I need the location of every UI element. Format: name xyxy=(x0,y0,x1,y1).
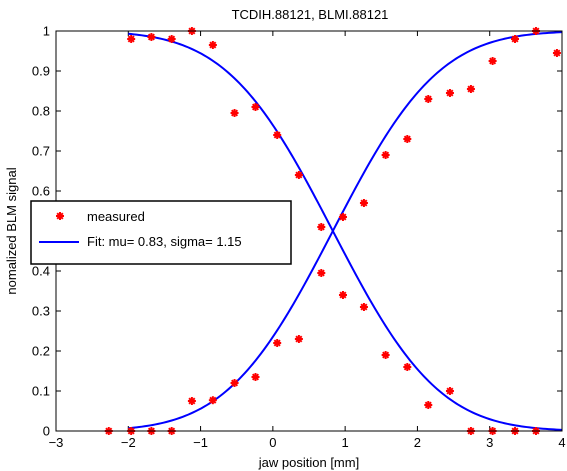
data-point xyxy=(209,396,217,404)
y-tick-label: 1 xyxy=(43,24,50,39)
legend: measured Fit: mu= 0.83, sigma= 1.15 xyxy=(31,201,291,264)
data-point xyxy=(382,151,390,159)
data-point xyxy=(295,171,303,179)
x-axis-label: jaw position [mm] xyxy=(258,455,359,470)
data-point xyxy=(553,49,561,57)
data-point xyxy=(339,291,347,299)
y-tick-label: 0.3 xyxy=(32,304,50,319)
data-point xyxy=(273,339,281,347)
y-tick-label: 0.4 xyxy=(32,264,50,279)
data-point xyxy=(317,269,325,277)
data-point xyxy=(446,89,454,97)
data-point xyxy=(231,109,239,117)
x-tick-label: −1 xyxy=(193,435,208,450)
x-tick-label: 0 xyxy=(269,435,276,450)
data-point xyxy=(424,95,432,103)
x-tick-label: −2 xyxy=(121,435,136,450)
x-tick-label: 2 xyxy=(414,435,421,450)
data-point xyxy=(360,303,368,311)
data-point xyxy=(317,223,325,231)
data-point xyxy=(127,35,135,43)
legend-box xyxy=(31,201,291,264)
data-point xyxy=(403,363,411,371)
data-point xyxy=(252,103,260,111)
data-point xyxy=(339,213,347,221)
legend-marker-star xyxy=(56,212,64,220)
legend-label-fit: Fit: mu= 0.83, sigma= 1.15 xyxy=(87,234,242,249)
data-point xyxy=(252,373,260,381)
x-tick-label: −3 xyxy=(49,435,64,450)
data-point xyxy=(231,379,239,387)
x-tick-label: 1 xyxy=(342,435,349,450)
data-point xyxy=(424,401,432,409)
data-point xyxy=(168,35,176,43)
y-tick-label: 0 xyxy=(43,424,50,439)
x-tick-label: 3 xyxy=(486,435,493,450)
y-tick-label: 0.7 xyxy=(32,144,50,159)
data-point xyxy=(188,397,196,405)
y-tick-label: 0.2 xyxy=(32,344,50,359)
data-point xyxy=(511,35,519,43)
data-point xyxy=(295,335,303,343)
chart-title: TCDIH.88121, BLMI.88121 xyxy=(232,7,389,22)
data-point xyxy=(382,351,390,359)
data-point xyxy=(467,85,475,93)
y-tick-label: 0.1 xyxy=(32,384,50,399)
y-tick-label: 0.9 xyxy=(32,64,50,79)
y-axis-label: nomalized BLM signal xyxy=(4,167,19,294)
data-point xyxy=(209,41,217,49)
x-tick-label: 4 xyxy=(558,435,565,450)
legend-label-measured: measured xyxy=(87,209,145,224)
data-point xyxy=(446,387,454,395)
legend-marker-measured xyxy=(56,212,64,220)
data-point xyxy=(273,131,281,139)
data-point xyxy=(403,135,411,143)
data-point xyxy=(147,33,155,41)
y-tick-label: 0.8 xyxy=(32,104,50,119)
data-point xyxy=(489,57,497,65)
data-point xyxy=(360,199,368,207)
y-tick-label: 0.6 xyxy=(32,184,50,199)
